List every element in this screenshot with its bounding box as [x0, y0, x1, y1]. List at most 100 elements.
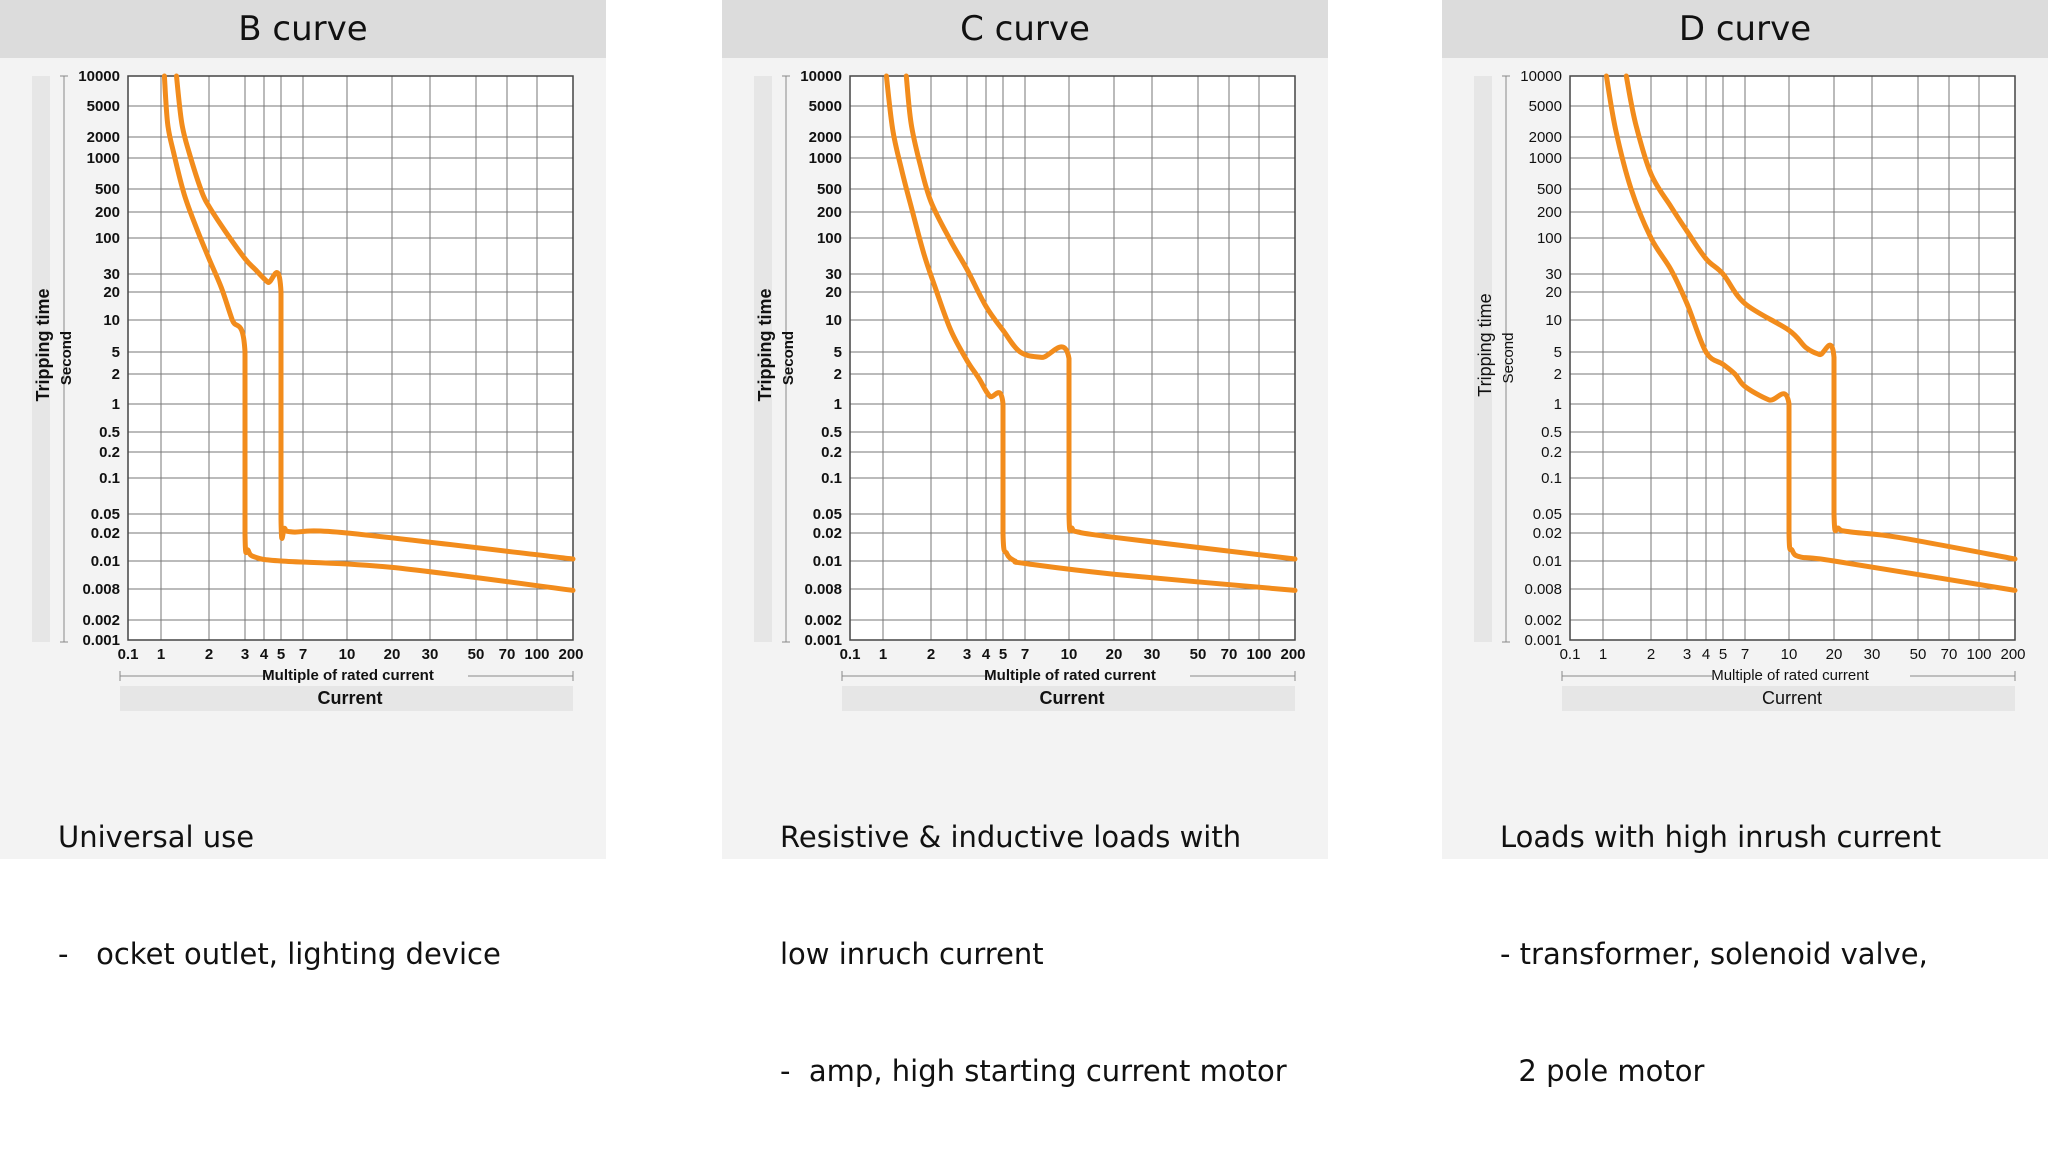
panel-b-curve: B curve 10000 5000 2000 1000 500 200 100 30 20 10…	[0, 0, 606, 971]
x-tick-label: 200	[1280, 646, 1305, 663]
x-tick-label: 100	[524, 646, 549, 663]
y-tick-label: 0.001	[1524, 632, 1562, 649]
x-tick-label: 10	[1061, 646, 1078, 663]
y-tick-label: 1000	[1529, 150, 1562, 167]
x-tick-label: 7	[1021, 646, 1029, 663]
x-axis-title: Current	[1762, 688, 1822, 708]
x-tick-label: 2	[205, 646, 213, 663]
x-tick-label: 2	[1647, 646, 1655, 663]
x-tick-label: 30	[422, 646, 439, 663]
trip-curve-upper-limit	[903, 73, 1298, 562]
x-axis-label-bg	[992, 666, 1190, 684]
x-tick-label: 100	[1246, 646, 1271, 663]
y-tick-label: 1000	[87, 150, 120, 167]
panel-c-curve: C curve 10000 5000 2000 1000 500 200 100 30 20 10…	[722, 0, 1328, 1088]
y-tick-label: 30	[825, 266, 842, 283]
y-tick-label: 20	[1545, 284, 1562, 301]
y-tick-label: 30	[1545, 266, 1562, 283]
y-axis-label: Tripping time	[755, 288, 775, 401]
y-tick-label: 5000	[87, 98, 120, 115]
y-tick-label: 0.008	[804, 581, 842, 598]
y-tick-label: 10000	[800, 68, 842, 85]
x-tick-label: 5	[1719, 646, 1727, 663]
x-axis-title: Current	[1039, 688, 1104, 708]
x-tick-label: 0.1	[1560, 646, 1581, 663]
y-tick-label: 1000	[809, 150, 842, 167]
description-line-2: - transformer, solenoid valve,	[1500, 937, 1928, 971]
y-tick-label: 0.5	[1541, 424, 1562, 441]
x-tick-label: 1	[157, 646, 165, 663]
x-tick-label: 2	[927, 646, 935, 663]
y-tick-label: 2	[834, 366, 842, 383]
y-tick-label: 5	[834, 344, 842, 361]
x-tick-label: 100	[1966, 646, 1991, 663]
y-tick-label: 0.02	[1533, 525, 1562, 542]
x-tick-label: 200	[558, 646, 583, 663]
y-tick-label: 0.05	[813, 506, 842, 523]
x-tick-label: 4	[260, 646, 269, 663]
description-line-2: - ocket outlet, lighting device	[58, 937, 501, 971]
y-tick-label: 500	[1537, 181, 1562, 198]
description-line-1: Resistive & inductive loads with	[780, 820, 1242, 854]
y-tick-label: 10	[103, 312, 120, 329]
y-tick-label: 2000	[87, 129, 120, 146]
x-tick-label: 50	[1910, 646, 1927, 663]
y-tick-label: 0.002	[804, 612, 842, 629]
d-curve-description: Loads with high inrush current - transfo…	[1500, 740, 2040, 1169]
trip-curve-lower-limit	[161, 73, 576, 593]
x-tick-label: 3	[241, 646, 249, 663]
trip-curve-lower-limit	[1603, 73, 2018, 593]
x-tick-label: 5	[277, 646, 285, 663]
y-tick-label: 100	[1537, 230, 1562, 247]
y-tick-label: 200	[95, 204, 120, 221]
panel-d-curve: D curve 10000 5000 2000 1000 500 200 100 30 20 10…	[1442, 0, 2048, 1088]
plot-area	[850, 76, 1295, 640]
x-tick-label: 0.1	[118, 646, 139, 663]
y-tick-label: 0.05	[91, 506, 120, 523]
y-tick-label: 200	[817, 204, 842, 221]
x-tick-label: 1	[1599, 646, 1607, 663]
y-tick-label: 0.2	[821, 444, 842, 461]
x-axis-label-bg	[1712, 666, 1910, 684]
x-axis-title: Current	[317, 688, 382, 708]
y-tick-label: 0.001	[804, 632, 842, 649]
description-line-2: low inruch current	[780, 937, 1044, 971]
y-axis-label-strip	[1474, 76, 1492, 642]
chart-title: C curve	[722, 0, 1328, 58]
y-tick-label: 5	[1554, 344, 1562, 361]
y-tick-label: 5000	[809, 98, 842, 115]
trip-curve-upper-limit	[174, 73, 576, 562]
y-tick-label: 0.008	[1524, 581, 1562, 598]
description-line-1: Universal use	[58, 820, 255, 854]
description-line-1: Loads with high inrush current	[1500, 820, 1942, 854]
x-tick-label: 50	[468, 646, 485, 663]
y-tick-label: 500	[95, 181, 120, 198]
y-tick-label: 100	[95, 230, 120, 247]
plot-frame	[1569, 75, 2016, 641]
c-curve-description: Resistive & inductive loads with low inr…	[780, 740, 1320, 1169]
y-tick-label: 0.1	[1541, 470, 1562, 487]
y-tick-label: 10	[1545, 312, 1562, 329]
chart-title: D curve	[1442, 0, 2048, 58]
y-tick-label: 10000	[1520, 68, 1562, 85]
x-tick-label: 4	[982, 646, 991, 663]
x-tick-label: 30	[1144, 646, 1161, 663]
y-tick-label: 0.02	[813, 525, 842, 542]
plot-frame	[849, 75, 1296, 641]
y-tick-label: 20	[103, 284, 120, 301]
y-axis-label-strip	[32, 76, 50, 642]
y-tick-label: 0.05	[1533, 506, 1562, 523]
chart-title: B curve	[0, 0, 606, 58]
y-tick-label: 0.2	[1541, 444, 1562, 461]
y-axis-label: Tripping time	[1475, 293, 1495, 396]
y-tick-label: 0.2	[99, 444, 120, 461]
y-axis-label: Tripping time	[33, 288, 53, 401]
y-tick-label: 0.5	[99, 424, 120, 441]
y-tick-label: 0.01	[1533, 553, 1562, 570]
plot-frame	[127, 75, 574, 641]
x-tick-label: 10	[1781, 646, 1798, 663]
c-curve-chart: 100005000200010005002001003020105210.50.…	[754, 68, 1306, 711]
x-axis-label: Multiple of rated current	[984, 667, 1156, 684]
y-axis-unit-label: Second	[58, 331, 75, 385]
y-axis-unit-label: Second	[780, 331, 797, 385]
